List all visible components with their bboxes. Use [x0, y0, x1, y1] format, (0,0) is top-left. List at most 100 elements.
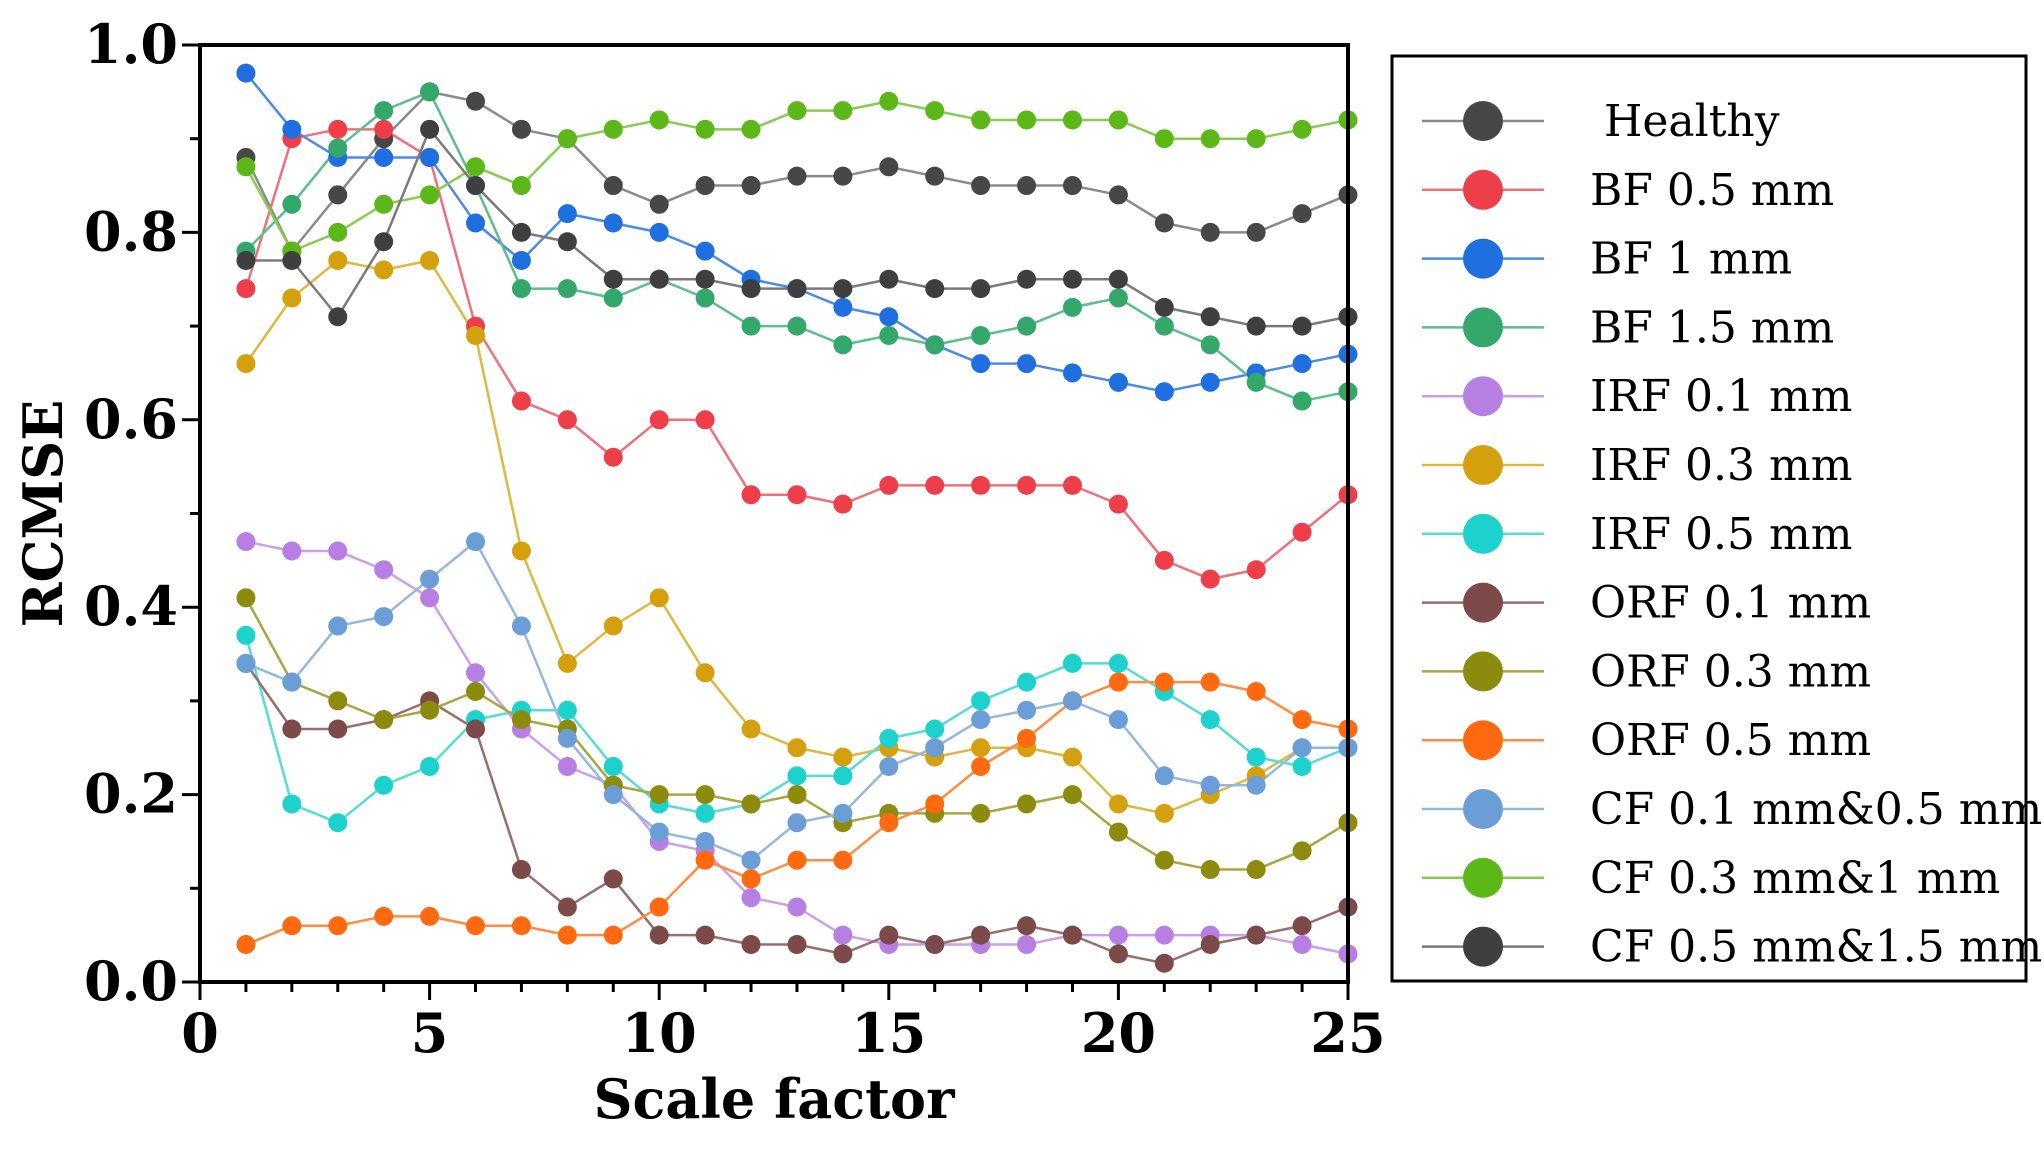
legend-label: CF 0.3 mm&1 mm	[1590, 853, 2000, 904]
data-point	[1292, 119, 1312, 139]
data-point	[1292, 354, 1312, 374]
data-point	[649, 194, 669, 214]
data-point	[833, 297, 853, 317]
data-point	[879, 756, 899, 776]
data-point	[879, 91, 899, 111]
data-point	[925, 279, 945, 299]
data-point	[511, 251, 531, 271]
data-point	[971, 325, 991, 345]
legend-marker	[1463, 651, 1503, 692]
data-point	[420, 185, 440, 205]
data-point	[1154, 925, 1174, 945]
legend-label: BF 1 mm	[1590, 234, 1792, 285]
data-point	[1017, 728, 1037, 748]
data-point	[466, 91, 486, 111]
data-point	[420, 906, 440, 926]
data-point	[1246, 682, 1266, 702]
data-point	[695, 850, 715, 870]
data-point	[557, 700, 577, 720]
data-point	[649, 785, 669, 805]
data-point	[511, 391, 531, 411]
data-point	[695, 269, 715, 289]
y-axis-ticks: 0.0 0.2 0.4 0.6 0.8 1.0	[84, 12, 200, 1013]
data-point	[787, 766, 807, 786]
data-point	[236, 653, 256, 673]
data-point	[511, 222, 531, 242]
data-point	[603, 925, 623, 945]
data-point	[741, 176, 761, 196]
data-point	[1246, 860, 1266, 880]
data-point	[971, 738, 991, 758]
data-point	[1200, 935, 1220, 955]
data-point	[236, 532, 256, 552]
data-point	[374, 119, 394, 139]
data-point	[1062, 176, 1082, 196]
data-point	[879, 925, 899, 945]
data-point	[787, 279, 807, 299]
legend-label: ORF 0.3 mm	[1590, 646, 1871, 697]
data-point	[282, 672, 302, 692]
y-tick-label: 0.2	[84, 762, 178, 826]
data-point	[1154, 803, 1174, 823]
data-point	[603, 869, 623, 889]
data-point	[466, 719, 486, 739]
data-point	[1246, 372, 1266, 392]
data-point	[1017, 316, 1037, 336]
data-point	[1292, 738, 1312, 758]
legend-marker	[1463, 720, 1503, 761]
legend-marker	[1463, 513, 1503, 554]
data-point	[557, 756, 577, 776]
data-point	[1154, 213, 1174, 233]
series-line-2	[244, 72, 1349, 393]
legend-marker	[1463, 857, 1503, 898]
data-point	[1154, 297, 1174, 317]
data-point	[1292, 756, 1312, 776]
data-point	[282, 194, 302, 214]
data-point	[603, 447, 623, 467]
data-point	[1062, 110, 1082, 130]
data-point	[466, 532, 486, 552]
data-point	[1292, 391, 1312, 411]
data-point	[1017, 269, 1037, 289]
data-point	[557, 728, 577, 748]
data-point	[557, 925, 577, 945]
data-point	[1017, 672, 1037, 692]
data-point	[1246, 316, 1266, 336]
data-point	[1200, 129, 1220, 149]
data-point	[511, 860, 531, 880]
legend-label: BF 0.5 mm	[1590, 165, 1834, 216]
data-point	[649, 269, 669, 289]
data-point	[879, 157, 899, 177]
data-point	[374, 710, 394, 730]
data-point	[466, 325, 486, 345]
data-point	[236, 157, 256, 177]
data-point	[374, 607, 394, 627]
data-point	[1200, 672, 1220, 692]
data-point	[420, 700, 440, 720]
data-point	[833, 747, 853, 767]
legend-marker	[1463, 101, 1503, 141]
data-point	[971, 710, 991, 730]
data-point	[1062, 925, 1082, 945]
data-point	[466, 663, 486, 683]
data-point	[787, 785, 807, 805]
data-point	[466, 157, 486, 177]
data-point	[1108, 494, 1128, 514]
data-point	[1108, 710, 1128, 730]
data-point	[971, 279, 991, 299]
data-point	[695, 288, 715, 308]
data-point	[236, 279, 256, 299]
data-point	[879, 269, 899, 289]
data-point	[971, 354, 991, 374]
data-point	[741, 279, 761, 299]
data-point	[328, 691, 348, 711]
data-point	[925, 794, 945, 814]
data-point	[649, 222, 669, 242]
data-point	[603, 213, 623, 233]
data-point	[557, 232, 577, 252]
data-point	[1017, 794, 1037, 814]
legend-marker	[1463, 789, 1503, 829]
data-point	[833, 925, 853, 945]
